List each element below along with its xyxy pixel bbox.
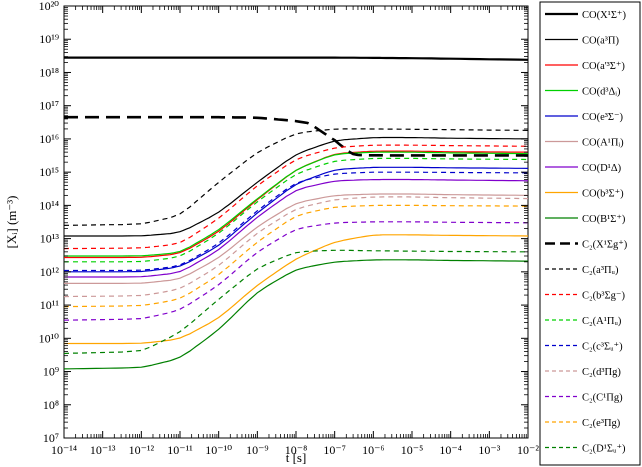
y-tick-label: 10²⁰ [39,0,60,13]
y-tick-label: 10¹³ [40,232,60,246]
y-axis: 10⁷ 10⁸ 10⁹ 10¹⁰ 10¹¹ 10¹² 10¹³ 10¹⁴ 10¹⁵ 10¹⁶ 10¹… [39,0,528,445]
y-tick-label: 10¹⁷ [39,99,59,113]
x-tick-label: 10⁻⁴ [439,443,462,457]
legend-label: CO(e³Σ⁻) [582,112,624,123]
series-line-7 [64,234,529,345]
y-tick-label: 10¹² [40,265,60,279]
y-tick-label: 10¹⁸ [39,65,59,79]
y-tick-label: 10⁷ [43,431,59,445]
series-line-13 [64,171,529,272]
legend-label: CO(b³Σ⁺) [582,189,624,200]
series-line-5 [64,193,529,284]
y-axis-title: [Xᵢ] (m⁻³) [4,196,19,249]
x-tick-label: 10⁻⁸ [285,443,308,457]
legend: CO(X¹Σ⁺) CO(a³Π) CO(a'³Σ⁺) CO(d³Δᵢ) CO(e³Σ⁻)… [539,1,641,466]
y-tick-label: 10⁸ [43,398,59,412]
legend-label: C₂(X¹Σg⁺) [582,240,628,251]
y-tick-label: 10¹⁴ [39,198,59,212]
x-tick-label: 10⁻¹⁴ [51,443,77,457]
legend-label: CO(d³Δᵢ) [582,87,621,98]
x-tick-label: 10⁻¹⁰ [205,443,232,457]
legend-label: C₂(e³Πg) [582,418,621,429]
series-line-12 [64,157,529,263]
series-line-10 [63,128,529,226]
series-line-17 [63,249,528,355]
legend-label: C₂(b³Σg⁻) [582,291,625,302]
legend-label: CO(B¹Σ⁺) [582,214,626,225]
legend-label: C₂(C¹Πg) [582,393,623,404]
x-tick-label: 10⁻⁶ [362,443,385,457]
series-line-6 [64,178,529,278]
legend-label: C₂(a³Πᵤ) [582,265,619,276]
x-tick-label: 10⁻⁹ [246,443,269,457]
x-axis: 10⁻¹⁴ 10⁻¹³ 10⁻¹² 10⁻¹¹ 10⁻¹⁰ 10⁻⁹ 10⁻⁸ 10⁻⁷ 10⁻… [51,6,539,457]
legend-label: C₂(A¹Πᵤ) [582,316,622,327]
series-line-14 [63,196,529,298]
legend-label: CO(X¹Σ⁺) [582,10,626,21]
series-line-1 [64,136,529,237]
series-layer [63,56,529,370]
series-line-15 [63,221,529,321]
legend-box [539,1,641,466]
legend-label: C₂(d³Πg) [582,367,621,378]
x-tick-label: 10⁻¹³ [90,443,116,457]
series-line-0 [64,56,529,61]
series-line-11 [63,144,529,250]
x-axis-title: t [s] [286,450,307,465]
legend-label: CO(a³Π) [582,36,619,47]
legend-label: CO(a'³Σ⁺) [582,61,625,72]
series-line-4 [64,166,529,273]
legend-label: CO(A¹Πᵢ) [582,138,624,149]
series-line-16 [63,204,528,308]
series-line-3 [64,151,529,257]
y-tick-label: 10¹⁹ [39,32,59,46]
y-tick-label: 10¹⁵ [39,165,59,179]
legend-label: CO(D¹Δ) [582,163,622,174]
x-tick-label: 10⁻² [517,443,539,457]
y-tick-label: 10¹⁶ [39,132,59,146]
x-tick-label: 10⁻¹¹ [167,443,193,457]
series-line-8 [63,259,528,370]
x-tick-label: 10⁻⁵ [401,443,424,457]
x-tick-label: 10⁻³ [478,443,500,457]
y-tick-label: 10⁹ [43,365,59,379]
x-tick-label: 10⁻¹² [129,443,155,457]
series-line-9 [64,115,528,157]
y-tick-label: 10¹¹ [40,298,60,312]
x-tick-label: 10⁻⁷ [323,443,346,457]
plot-frame [63,5,529,439]
plot-border [63,5,529,439]
legend-label: C₂(c³Σᵤ⁺) [582,342,623,353]
y-tick-label: 10¹⁰ [39,331,60,345]
legend-label: C₂(D¹Σᵤ⁺) [582,444,626,455]
